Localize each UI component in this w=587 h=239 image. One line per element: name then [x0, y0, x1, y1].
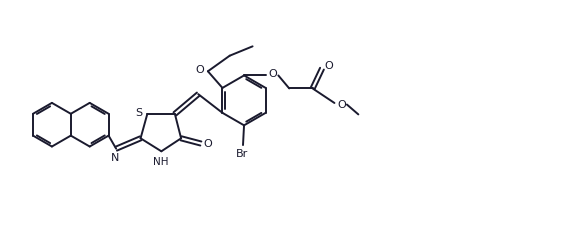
Text: Br: Br [236, 149, 248, 159]
Text: O: O [204, 139, 212, 148]
Text: O: O [325, 61, 333, 71]
Text: NH: NH [153, 157, 168, 167]
Text: O: O [269, 69, 278, 79]
Text: O: O [195, 65, 204, 75]
Text: O: O [338, 99, 346, 109]
Text: N: N [111, 153, 119, 163]
Text: S: S [136, 108, 143, 118]
